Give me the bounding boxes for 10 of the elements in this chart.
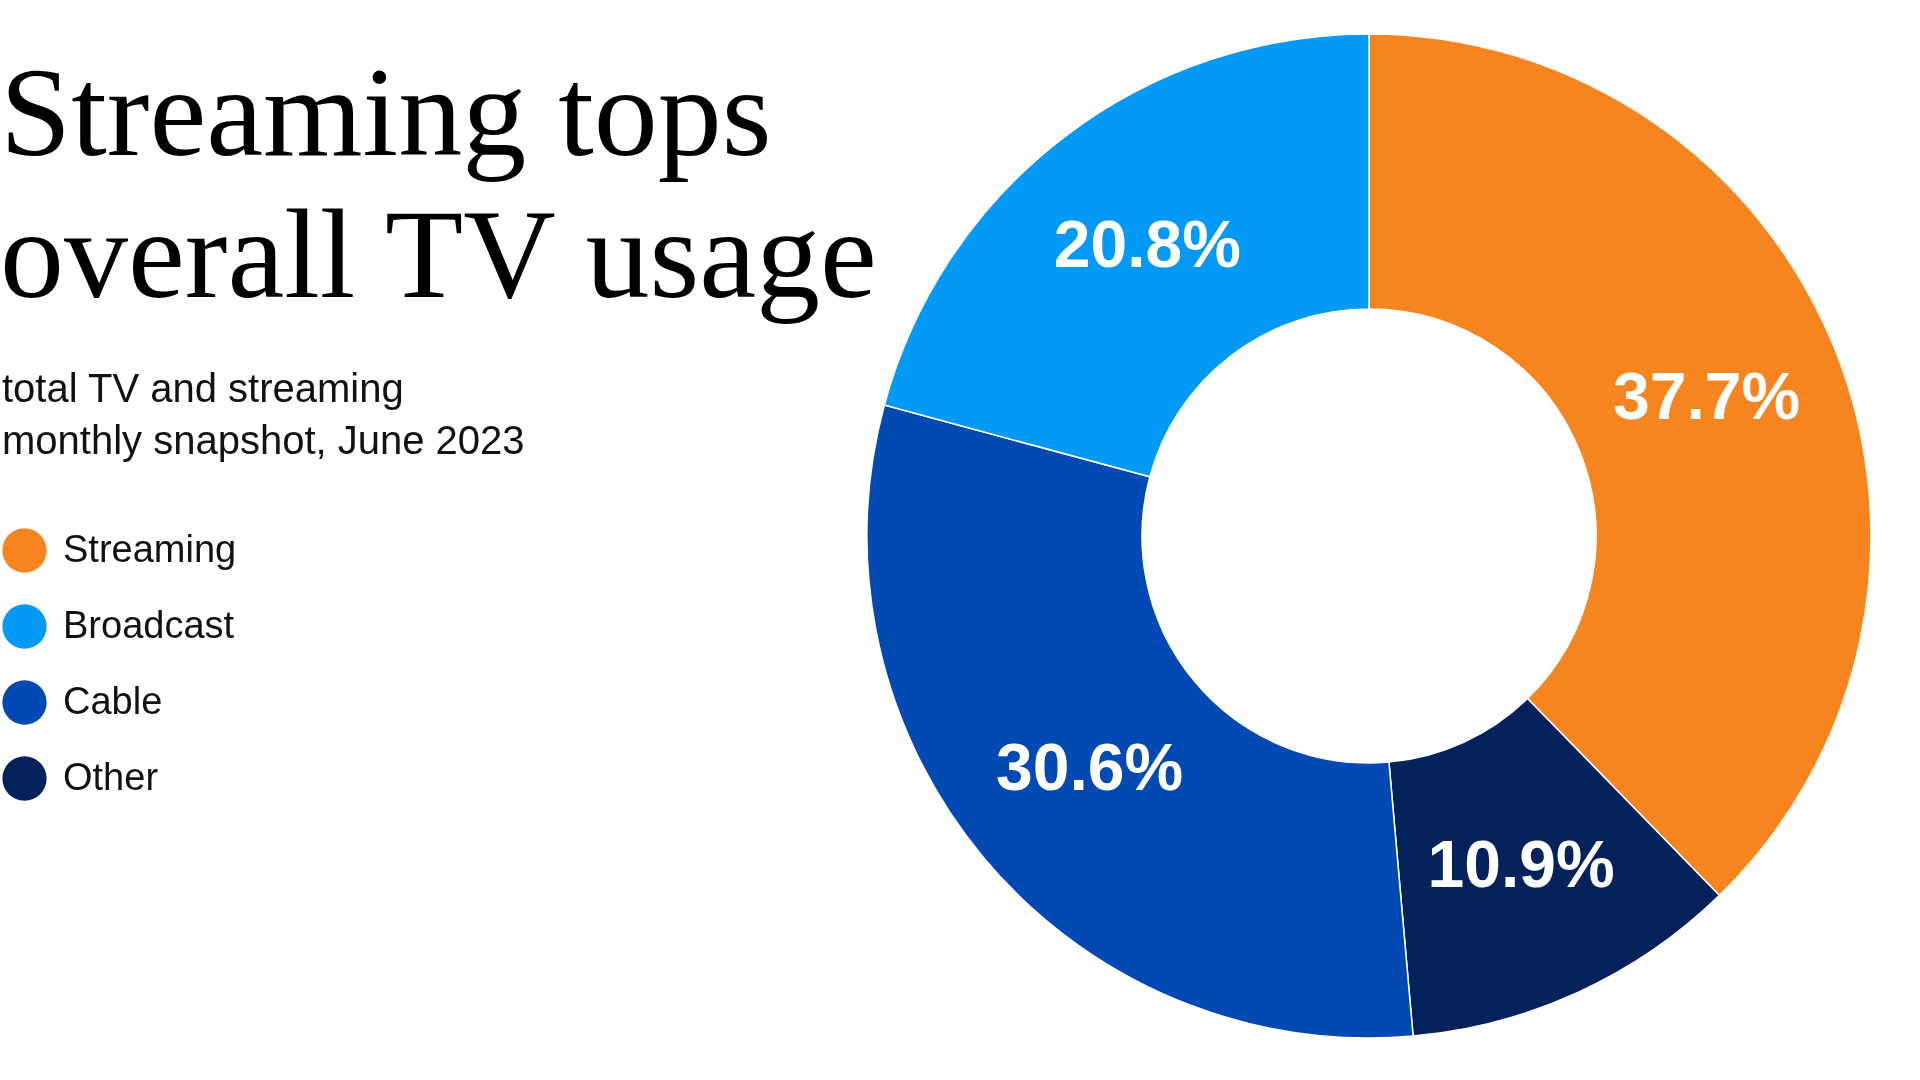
data-label: 10.9% — [1427, 827, 1615, 902]
legend-label: Broadcast — [63, 603, 235, 646]
legend-label: Other — [63, 755, 159, 798]
legend-label: Streaming — [63, 527, 237, 570]
text: Streaming tops overall TV usage — [0, 41, 877, 325]
data-label: 30.6% — [996, 730, 1184, 805]
legend-label: Cable — [63, 679, 163, 722]
data-label: 37.7% — [1613, 358, 1801, 433]
text: total TV and streaming monthly snapshot, June 2023 — [2, 366, 525, 462]
data-label: 20.8% — [1053, 206, 1241, 281]
